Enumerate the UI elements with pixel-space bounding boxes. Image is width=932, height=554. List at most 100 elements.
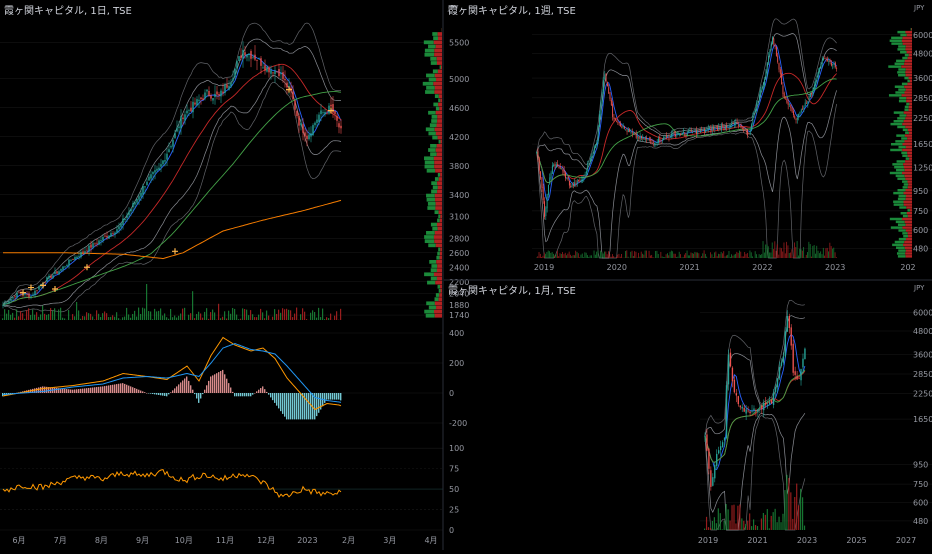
weekly-volume-bar — [545, 254, 546, 258]
weekly-candle-body — [762, 88, 763, 91]
weekly-candle-body — [627, 131, 628, 132]
daily-profile-bar — [428, 45, 436, 49]
macd-histogram-bar — [306, 393, 307, 419]
macd-histogram-bar — [200, 393, 201, 399]
weekly-candle-body — [768, 56, 769, 61]
daily-x-tick: 12月 — [257, 536, 275, 545]
weekly-volume-bar — [663, 257, 664, 258]
weekly-volume-bar — [790, 252, 791, 258]
daily-profile-bar — [436, 243, 442, 247]
daily-profile-bar — [435, 198, 442, 202]
daily-profile-bar — [437, 119, 442, 123]
daily-profile-bar — [434, 165, 442, 169]
daily-volume-bar — [2, 318, 3, 320]
daily-volume-bar — [242, 308, 243, 320]
weekly-volume-bar — [584, 252, 585, 258]
macd-y-tick: -200 — [449, 419, 467, 428]
weekly-profile-bar — [891, 226, 903, 228]
weekly-candle-body — [737, 122, 738, 124]
daily-volume-bar — [46, 315, 47, 320]
weekly-volume-bar — [770, 252, 771, 258]
daily-candle-body — [318, 115, 319, 122]
daily-volume-bar — [296, 308, 297, 320]
weekly-candle-body — [603, 80, 604, 91]
monthly-volume-bar — [733, 505, 734, 530]
daily-volume-bar — [324, 319, 325, 320]
weekly-candle-body — [629, 129, 630, 131]
daily-profile-bar — [430, 152, 437, 156]
daily-profile-bar — [426, 74, 435, 78]
macd-histogram-bar — [328, 393, 329, 400]
weekly-volume-bar — [784, 242, 785, 258]
daily-y-tick: 4600 — [449, 104, 469, 113]
weekly-y-tick: 950 — [913, 187, 928, 196]
weekly-candle-body — [683, 132, 684, 134]
daily-volume-bar — [20, 311, 21, 320]
macd-histogram-bar — [178, 384, 179, 393]
weekly-profile-bar — [910, 209, 912, 211]
daily-volume-bar — [172, 317, 173, 320]
daily-volume-bar — [60, 308, 61, 320]
weekly-volume-bar — [714, 252, 715, 258]
daily-candle-body — [72, 259, 73, 260]
weekly-candle-body — [669, 137, 670, 138]
weekly-profile-bar — [905, 134, 912, 136]
weekly-volume-bar — [760, 255, 761, 258]
daily-candle-body — [82, 251, 83, 252]
weekly-y-tick: 480 — [913, 245, 928, 254]
macd-histogram-bar — [232, 392, 233, 393]
daily-profile-bar — [433, 82, 442, 86]
daily-candle-body — [30, 296, 31, 297]
macd-histogram-bar — [282, 393, 283, 414]
daily-volume-bar — [280, 313, 281, 320]
monthly-volume-bar — [784, 490, 785, 530]
macd-histogram-bar — [134, 388, 135, 393]
weekly-volume-bar — [571, 256, 572, 258]
daily-volume-bar — [220, 318, 221, 320]
weekly-volume-bar — [579, 257, 580, 258]
weekly-volume-bar — [603, 253, 604, 258]
macd-histogram-bar — [142, 391, 143, 393]
weekly-profile-bar — [909, 54, 912, 56]
daily-x-tick: 9月 — [136, 536, 149, 545]
daily-candle-body — [190, 108, 191, 111]
daily-candle-body — [228, 86, 229, 90]
weekly-profile-bar — [905, 48, 912, 50]
weekly-profile-bar — [906, 68, 912, 70]
daily-candle-body — [172, 140, 173, 147]
macd-histogram-bar — [284, 393, 285, 417]
weekly-volume-bar — [831, 246, 832, 258]
daily-volume-bar — [8, 310, 9, 320]
weekly-profile-bar — [907, 51, 912, 53]
weekly-candle-body — [557, 164, 558, 165]
daily-volume-bar — [236, 315, 237, 320]
macd-histogram-bar — [96, 387, 97, 393]
macd-histogram-bar — [242, 393, 243, 396]
weekly-volume-bar — [691, 252, 692, 258]
daily-volume-bar — [294, 314, 295, 320]
weekly-volume-bar — [621, 254, 622, 258]
macd-histogram-bar — [72, 390, 73, 393]
daily-profile-bar — [440, 98, 442, 102]
monthly-volume-bar — [735, 523, 736, 530]
weekly-x-tick: 2019 — [534, 263, 554, 272]
macd-histogram-bar — [86, 388, 87, 393]
weekly-volume-bar — [736, 252, 737, 258]
daily-profile-bar — [435, 74, 442, 78]
weekly-volume-bar — [816, 246, 817, 258]
daily-volume-bar — [262, 312, 263, 320]
weekly-candle-body — [672, 133, 673, 135]
daily-volume-bar — [212, 310, 213, 320]
weekly-candle-body — [797, 118, 798, 120]
weekly-profile-bar — [897, 178, 905, 180]
weekly-volume-bar — [557, 251, 558, 258]
daily-candle-body — [186, 111, 187, 114]
daily-volume-bar — [136, 317, 137, 320]
macd-histogram-bar — [224, 374, 225, 393]
macd-histogram-bar — [308, 393, 309, 419]
weekly-candle-body — [691, 130, 692, 132]
weekly-profile-bar — [906, 157, 909, 159]
monthly-volume-bar — [765, 515, 766, 530]
monthly-candle-body — [769, 402, 770, 404]
